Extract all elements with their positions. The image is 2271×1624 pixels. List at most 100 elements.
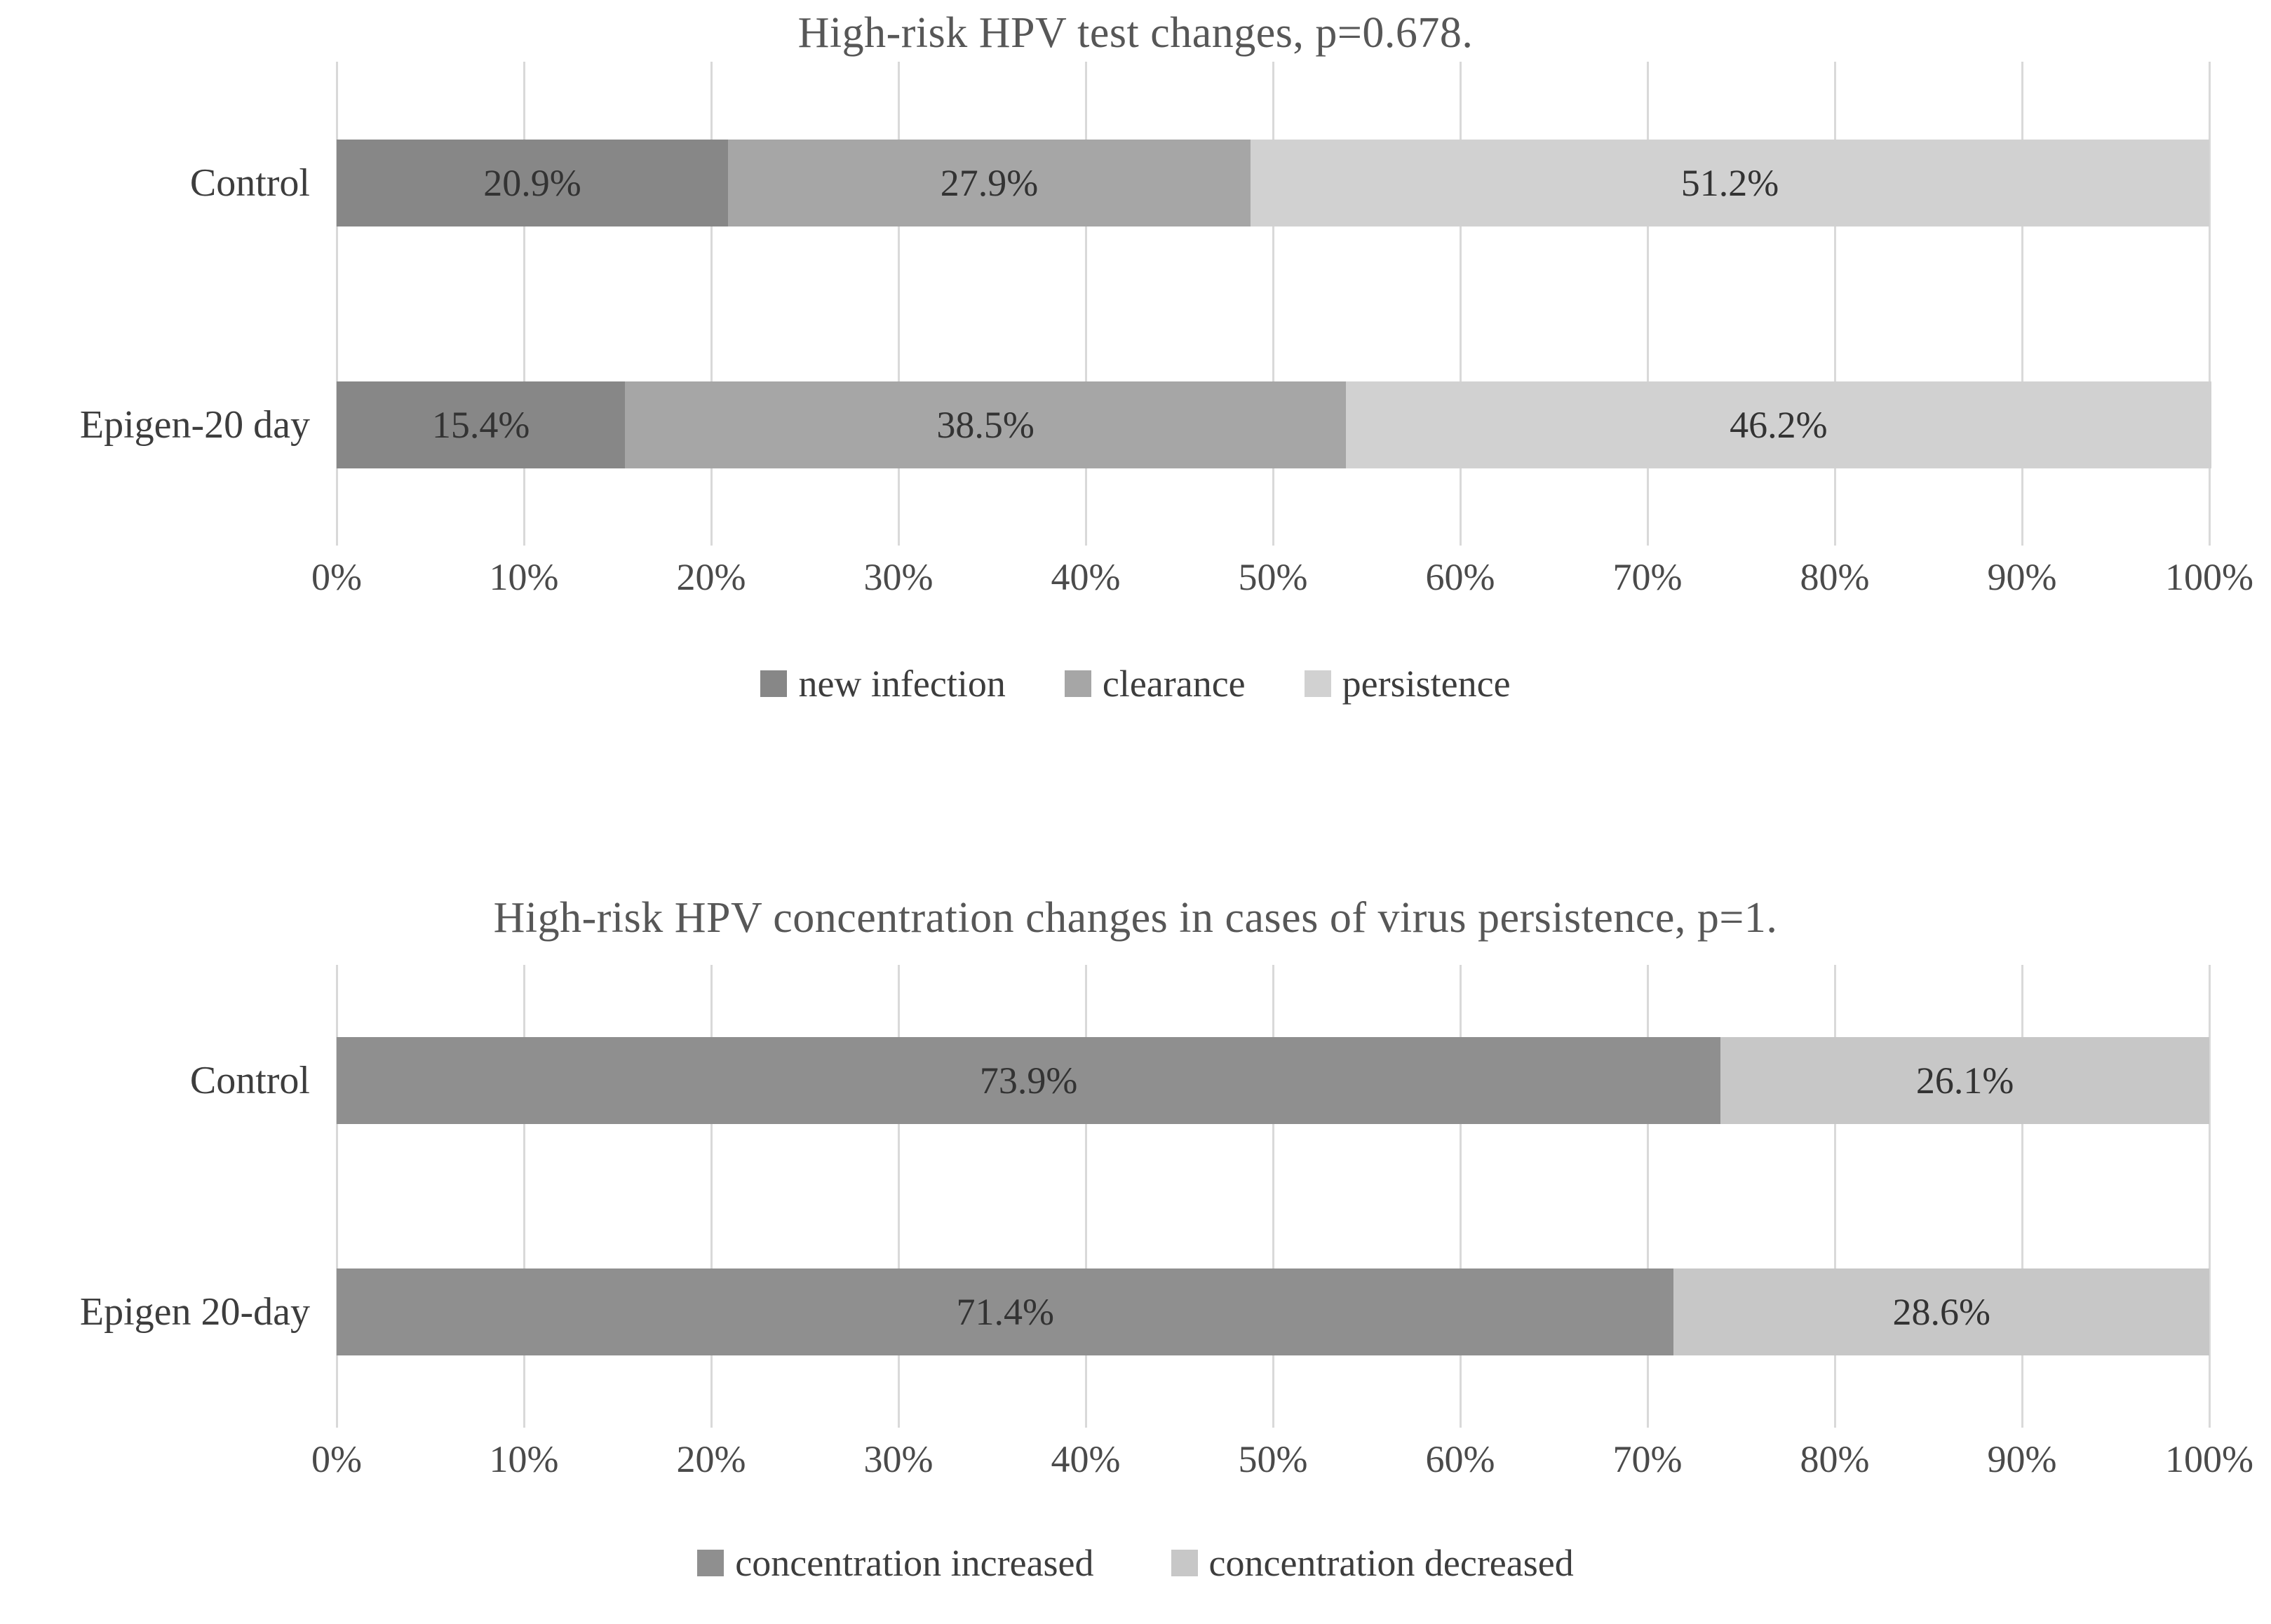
- legend-item: clearance: [1064, 662, 1246, 705]
- bar-segment: 15.4%: [337, 381, 626, 468]
- x-tick-label: 20%: [676, 1438, 746, 1480]
- plot-area: Control 73.9% 26.1% Epigen 20-day 71.4% 28.6%: [80, 965, 2211, 1428]
- bar-segment-label: 20.9%: [483, 161, 581, 204]
- legend-label: concentration increased: [735, 1542, 1094, 1584]
- legend-swatch: [697, 1550, 725, 1576]
- legend-swatch: [1304, 670, 1331, 697]
- plot-outer: Control 20.9% 27.9% 51.2% Epigen-20 day 15.4%…: [80, 62, 2253, 600]
- gridline: [897, 62, 900, 546]
- bar-segment-label: 71.4%: [956, 1291, 1054, 1333]
- x-tick-label: 90%: [1987, 556, 2057, 598]
- x-tick-label: 80%: [1800, 1438, 1870, 1480]
- x-tick-label: 100%: [2165, 1438, 2253, 1480]
- stacked-bar: 20.9% 27.9% 51.2%: [337, 139, 2209, 226]
- bar-segment: 71.4%: [337, 1268, 1674, 1355]
- x-tick-label: 20%: [676, 556, 746, 598]
- x-tick-label: 50%: [1238, 556, 1308, 598]
- bar-segment: 27.9%: [728, 139, 1251, 226]
- gridline: [1833, 965, 1836, 1428]
- bar-row: Control 20.9% 27.9% 51.2%: [190, 62, 2209, 304]
- stacked-bar: 73.9% 26.1%: [337, 1037, 2209, 1124]
- x-tick-label: 10%: [489, 1438, 559, 1480]
- bar-segment: 26.1%: [1720, 1037, 2209, 1124]
- gridline: [1084, 62, 1087, 546]
- bar-segment-label: 51.2%: [1680, 161, 1779, 204]
- plot-area: Control 20.9% 27.9% 51.2% Epigen-20 day 15.4%…: [80, 62, 2211, 546]
- bar-segment: 20.9%: [337, 139, 729, 226]
- legend-item: concentration decreased: [1171, 1541, 1574, 1585]
- legend: concentration increased concentration dec…: [0, 1541, 2271, 1585]
- chart-hpv-test-changes: High-risk HPV test changes, p=0.678. Con…: [0, 0, 2271, 705]
- legend-item: new infection: [760, 662, 1006, 705]
- bar-segment-label: 15.4%: [431, 403, 530, 446]
- gridline: [710, 62, 713, 546]
- bar-segment: 73.9%: [337, 1037, 1721, 1124]
- gridline: [710, 965, 713, 1428]
- x-tick-label: 40%: [1051, 1438, 1121, 1480]
- bar-segment-label: 46.2%: [1730, 403, 1828, 446]
- x-axis: 0% 10% 20% 30% 40% 50% 60% 70% 80% 90% 100%: [311, 1437, 2253, 1482]
- bar-segment: 46.2%: [1346, 381, 2211, 468]
- bar-segment-label: 27.9%: [940, 161, 1039, 204]
- x-tick-label: 30%: [863, 1438, 934, 1480]
- x-tick-label: 80%: [1800, 556, 1870, 598]
- x-tick-label: 0%: [311, 556, 362, 598]
- x-tick-label: 50%: [1238, 1438, 1308, 1480]
- legend-item: concentration increased: [697, 1541, 1094, 1585]
- bar-segment-label: 26.1%: [1915, 1060, 2014, 1102]
- legend-item: persistence: [1304, 662, 1511, 705]
- bar-segment: 51.2%: [1250, 139, 2209, 226]
- gridline: [523, 965, 525, 1428]
- chart-title: High-risk HPV test changes, p=0.678.: [797, 9, 1474, 57]
- x-tick-label: 60%: [1425, 1438, 1495, 1480]
- gridline: [523, 62, 525, 546]
- category-label: Epigen 20-day: [79, 1290, 310, 1334]
- plot-outer: Control 73.9% 26.1% Epigen 20-day 71.4% 28.6%…: [80, 965, 2253, 1482]
- legend-label: new infection: [798, 663, 1006, 705]
- x-tick-label: 10%: [489, 556, 559, 598]
- x-tick-label: 70%: [1612, 556, 1683, 598]
- bar-row: Epigen-20 day 15.4% 38.5% 46.2%: [80, 304, 2211, 546]
- legend-label: concentration decreased: [1208, 1542, 1574, 1584]
- category-label: Epigen-20 day: [79, 402, 310, 447]
- x-tick-label: 0%: [311, 1438, 362, 1480]
- category-label: Control: [189, 1059, 310, 1102]
- bar-segment: 28.6%: [1673, 1268, 2209, 1355]
- gridline: [2208, 62, 2211, 546]
- gridline: [1459, 965, 1462, 1428]
- x-tick-label: 70%: [1612, 1438, 1683, 1480]
- bar-segment-label: 73.9%: [979, 1060, 1078, 1102]
- x-tick-label: 90%: [1987, 1438, 2057, 1480]
- bar-segment-label: 38.5%: [936, 403, 1035, 446]
- legend: new infection clearance persistence: [0, 662, 2271, 705]
- bar-segment-label: 28.6%: [1892, 1291, 1990, 1333]
- gridline: [1459, 62, 1462, 546]
- stacked-bar: 71.4% 28.6%: [337, 1268, 2209, 1355]
- x-tick-label: 30%: [863, 556, 934, 598]
- gridline: [335, 62, 338, 546]
- bar-segment: 38.5%: [625, 381, 1347, 468]
- x-tick-label: 60%: [1425, 556, 1495, 598]
- legend-label: persistence: [1342, 663, 1511, 705]
- stacked-bar: 15.4% 38.5% 46.2%: [337, 381, 2211, 468]
- legend-swatch: [1064, 670, 1091, 697]
- bar-row: Epigen 20-day 71.4% 28.6%: [80, 1196, 2209, 1428]
- gridline: [2021, 62, 2023, 546]
- category-label: Control: [189, 161, 310, 205]
- gridline: [2021, 965, 2023, 1428]
- bar-row: Control 73.9% 26.1%: [190, 965, 2209, 1196]
- gridline: [2208, 965, 2211, 1428]
- x-axis: 0% 10% 20% 30% 40% 50% 60% 70% 80% 90% 100%: [311, 555, 2253, 600]
- gridline: [1272, 62, 1274, 546]
- legend-label: clearance: [1102, 663, 1246, 705]
- legend-swatch: [760, 670, 788, 697]
- x-tick-label: 40%: [1051, 556, 1121, 598]
- chart-hpv-concentration-changes: High-risk HPV concentration changes in c…: [0, 892, 2271, 1585]
- gridline: [1272, 965, 1274, 1428]
- gridline: [335, 965, 338, 1428]
- chart-title: High-risk HPV concentration changes in c…: [493, 894, 1778, 942]
- legend-swatch: [1171, 1550, 1198, 1576]
- gridline: [1084, 965, 1087, 1428]
- x-tick-label: 100%: [2165, 556, 2253, 598]
